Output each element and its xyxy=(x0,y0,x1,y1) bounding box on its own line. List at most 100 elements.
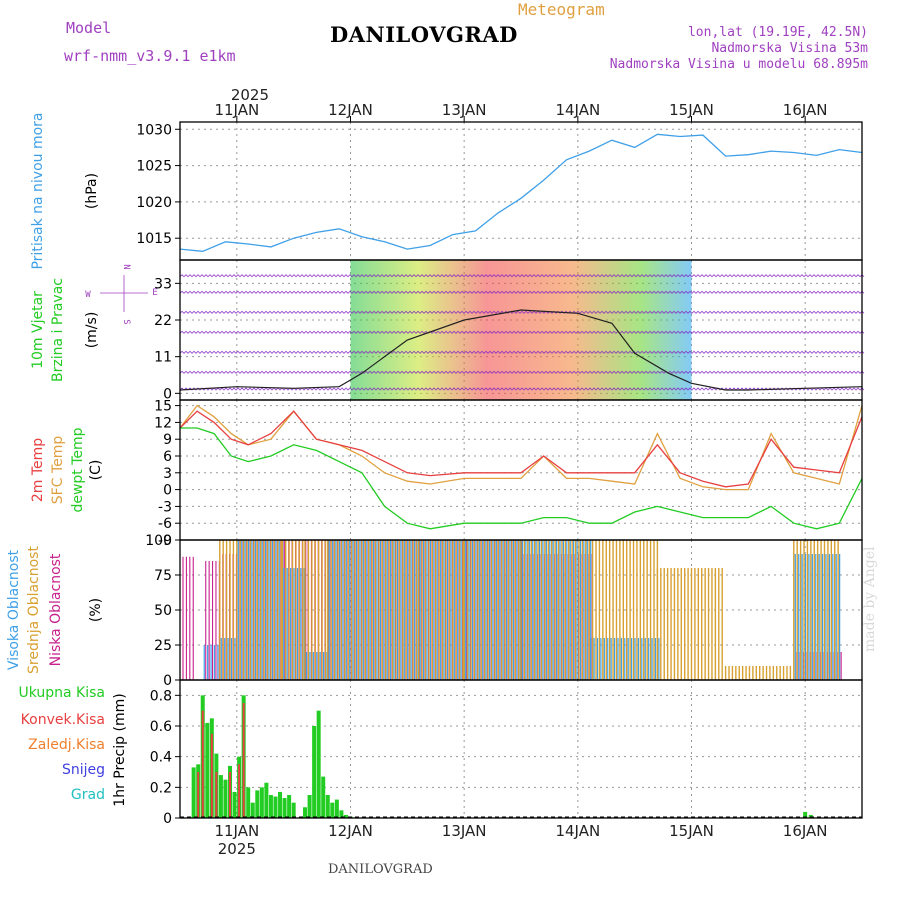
top-day-label: 16JAN xyxy=(783,101,828,119)
y-tick-label: 75 xyxy=(154,568,172,584)
y-tick-label: 100 xyxy=(145,533,172,549)
y-tick-label: 22 xyxy=(154,313,172,329)
total-precip-bar xyxy=(205,722,210,818)
compass-w: W xyxy=(85,290,91,300)
panel-frame xyxy=(179,679,863,819)
credit-text: made by Angel xyxy=(862,546,878,653)
panel-0-grid xyxy=(236,122,806,260)
compass-n: N xyxy=(121,264,131,269)
y-tick-label: 1030 xyxy=(136,122,172,138)
total-precip-bar xyxy=(232,791,237,818)
wind-barb-row xyxy=(179,350,865,354)
sfc-temp-line xyxy=(179,404,863,491)
total-precip-bar xyxy=(282,798,287,818)
panel-2-grid xyxy=(236,400,806,540)
panel-frame xyxy=(179,121,863,261)
y-tick-label: 3 xyxy=(163,466,172,482)
wind-barb-row xyxy=(179,310,865,314)
conv-precip-bar xyxy=(201,710,204,818)
top-day-label: 15JAN xyxy=(669,101,714,119)
total-precip-bar xyxy=(250,802,255,818)
compass-s: S xyxy=(121,319,131,324)
y-tick-label: 0.8 xyxy=(150,688,172,704)
panel-frame xyxy=(179,399,863,541)
y-tick-label: 33 xyxy=(154,276,172,292)
footer-title: DANILOVGRAD xyxy=(328,862,433,877)
y-tick-label: 0.2 xyxy=(150,780,172,796)
pressure-unit: (hPa) xyxy=(84,173,100,209)
conv-precip-bar xyxy=(215,772,218,818)
total-precip-bar xyxy=(803,811,808,818)
total-precip-bar xyxy=(268,795,273,818)
y-tick-label: 1020 xyxy=(136,195,172,211)
conv-precip-bar xyxy=(229,772,232,818)
y-tick-label: -3 xyxy=(158,499,172,515)
total-precip-bar xyxy=(223,779,228,818)
top-day-label: 12JAN xyxy=(328,101,373,119)
total-precip-bar xyxy=(255,790,260,818)
total-precip-bar xyxy=(287,795,292,818)
meteogram-label: Meteogram xyxy=(518,0,605,19)
total-precip-bar xyxy=(259,787,264,818)
dewpt-line xyxy=(180,427,863,530)
precip-bars xyxy=(191,695,813,818)
total-precip-bar xyxy=(343,814,348,818)
y-tick-label: 0 xyxy=(163,386,172,402)
total-precip-bar xyxy=(330,802,335,818)
top-day-label: 13JAN xyxy=(442,101,487,119)
y-tick-label: -9 xyxy=(158,533,172,549)
cloud-unit: (%) xyxy=(88,598,104,622)
total-precip-bar xyxy=(334,799,339,818)
wind-barb-row xyxy=(179,274,865,278)
y-tick-label: 6 xyxy=(163,449,172,465)
high-cloud-axis-title: Visoka Oblacnost xyxy=(6,549,22,670)
panel-4-grid xyxy=(236,680,806,818)
y-tick-label: 0 xyxy=(163,483,172,499)
total-precip-bar xyxy=(246,787,251,818)
precip-legend-label: Snijeg xyxy=(62,762,105,778)
conv-precip-bar xyxy=(197,772,200,818)
total-precip-bar xyxy=(808,814,813,818)
lonlat-text: lon,lat (19.19E, 42.5N) xyxy=(687,25,868,40)
y-tick-label: 1015 xyxy=(136,231,172,247)
wind-speed-line xyxy=(179,309,863,391)
wind-barb-row xyxy=(179,330,865,334)
total-precip-bar xyxy=(291,802,296,818)
total-precip-bar xyxy=(218,775,223,818)
bottom-day-label: 13JAN xyxy=(442,822,487,840)
precip-unit: 1hr Precip (mm) xyxy=(112,693,128,806)
bottom-day-label: 12JAN xyxy=(328,822,373,840)
compass-e: E xyxy=(152,288,157,298)
bottom-day-label: 11JAN xyxy=(214,822,259,840)
total-precip-bar xyxy=(321,776,326,818)
y-tick-label: 0.4 xyxy=(150,750,172,766)
top-year-label: 2025 xyxy=(231,86,269,104)
dewpt-axis-title: dewpt Temp xyxy=(70,427,86,512)
mid-cloud-axis-title: Srednja Oblacnost xyxy=(26,546,42,674)
model-elevation-text: Nadmorska Visina u modelu 68.895m xyxy=(609,57,868,72)
bottom-day-label: 14JAN xyxy=(555,822,600,840)
y-tick-label: 11 xyxy=(154,350,172,366)
wind-barb-row xyxy=(179,370,865,374)
temp2m-axis-title: 2m Temp xyxy=(30,438,46,502)
conv-precip-bar xyxy=(242,703,245,818)
model-name: wrf-nmm_v3.9.1 e1km xyxy=(64,47,236,65)
sfc-axis-title: SFC Temp xyxy=(50,436,66,505)
low-cloud-axis-title: Niska Oblacnost xyxy=(48,553,64,666)
total-precip-bar xyxy=(278,791,283,818)
elevation-text: Nadmorska Visina 53m xyxy=(711,41,868,56)
wind-axis-title-1: 10m Vjetar xyxy=(30,291,46,369)
total-precip-bar xyxy=(307,795,312,818)
pressure-axis-title: Pritisak na nivou mora xyxy=(30,112,46,269)
precip-legend-label: Zaledj.Kisa xyxy=(28,737,105,753)
total-precip-bar xyxy=(191,767,196,818)
y-tick-label: 25 xyxy=(154,638,172,654)
top-day-label: 14JAN xyxy=(555,101,600,119)
total-precip-bar xyxy=(273,796,278,818)
cloud-bars xyxy=(182,540,842,680)
page-title: DANILOVGRAD xyxy=(330,22,518,47)
bottom-day-label: 15JAN xyxy=(669,822,714,840)
y-tick-label: 0 xyxy=(163,811,172,827)
wind-unit: (m/s) xyxy=(84,312,100,349)
